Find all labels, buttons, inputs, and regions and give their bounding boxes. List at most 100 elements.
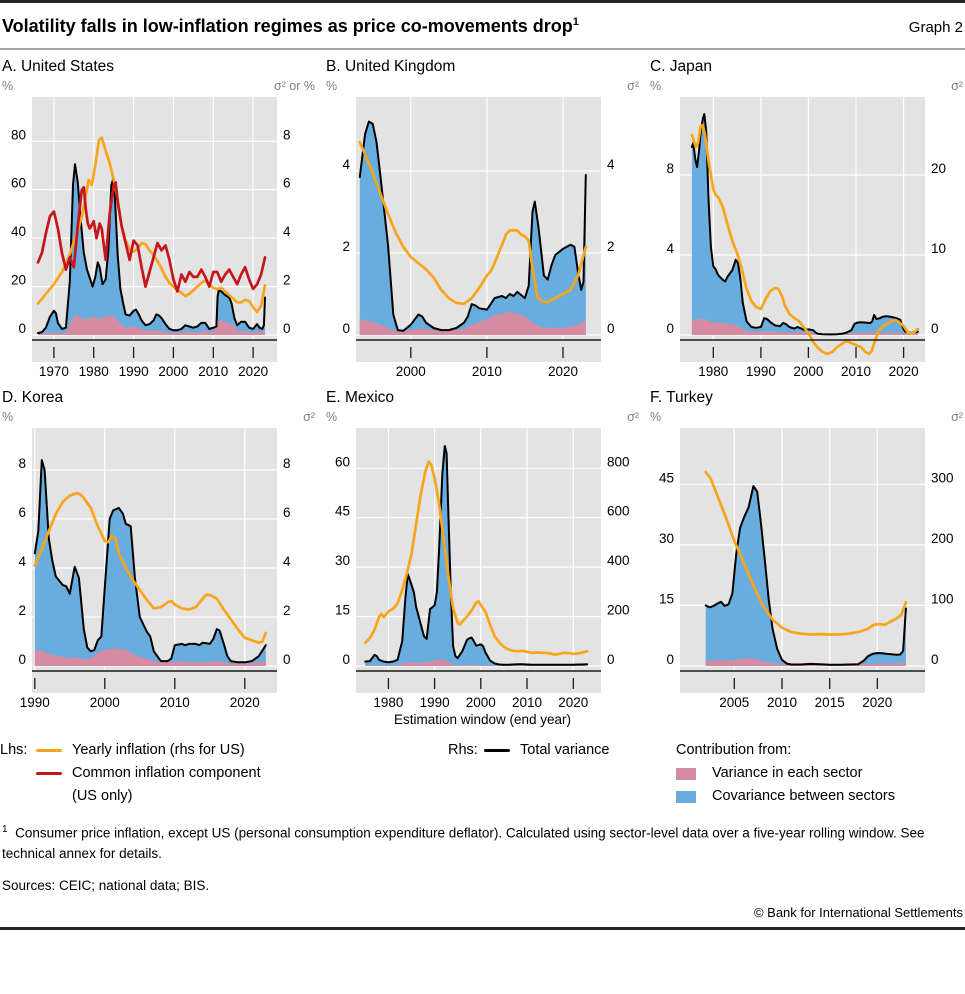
- svg-text:1990: 1990: [746, 364, 776, 379]
- covariance-area: [705, 486, 906, 666]
- svg-text:300: 300: [931, 470, 954, 485]
- legend: Lhs: Yearly inflation (rhs for US) Commo…: [0, 739, 965, 808]
- svg-text:4: 4: [342, 157, 350, 172]
- svg-text:2020: 2020: [548, 364, 578, 379]
- svg-text:2000: 2000: [158, 364, 188, 379]
- covariance-area-swatch: [676, 790, 696, 803]
- svg-text:0: 0: [342, 652, 350, 667]
- total-variance-line: [358, 120, 587, 332]
- chart-svg-1: 2000 2010 2020 0 2 4 0 2 4% σ²: [326, 79, 639, 379]
- panel-title: A. United States: [2, 58, 115, 75]
- panel-b-united-kingdom: B. United Kingdom 2000 2010 2020 0 2 4 0 2 4% σ²: [324, 58, 641, 379]
- total-variance-line: [704, 485, 907, 666]
- panel-chart: 1980 1990 2000 2010 2020 0 4 8 0 10 20% σ²: [648, 77, 965, 379]
- legend-rhs-group: Rhs: Total variance: [448, 739, 676, 808]
- header-separator: [0, 48, 965, 50]
- unit-label-right: σ²: [303, 410, 315, 424]
- svg-text:2000: 2000: [90, 695, 120, 710]
- svg-text:30: 30: [659, 531, 674, 546]
- panel-d-korea: D. Korea 1990 2000 2010 2020 0 2 4 6 8 0 2 4 6 8% σ²: [0, 389, 317, 710]
- total-variance-line-swatch: [484, 749, 510, 752]
- panel-title: E. Mexico: [326, 389, 395, 406]
- panel-a-united-states: A. United States 1970 1980 1990 2000 2010 202…: [0, 58, 317, 379]
- variance-area: [34, 648, 266, 666]
- total-variance-line: [690, 113, 919, 336]
- svg-text:8: 8: [666, 161, 674, 176]
- svg-text:2: 2: [283, 273, 291, 288]
- x-tick-marks: [733, 678, 878, 689]
- svg-text:0: 0: [666, 321, 674, 336]
- y-tick-labels-left: 0 2 4 6 8: [18, 456, 26, 667]
- chart-svg-5: 2005 2010 2015 2020 0 15 30 45 0 100 200 300% σ²: [650, 410, 963, 710]
- y-tick-labels-left: 0 2 4: [342, 157, 350, 336]
- svg-text:8: 8: [283, 127, 291, 142]
- x-tick-marks: [410, 347, 564, 358]
- yearly-inflation-label: Yearly inflation (rhs for US): [72, 742, 245, 758]
- covariance-area: [34, 460, 266, 666]
- legend-rhs-label: Rhs:: [448, 742, 478, 758]
- svg-text:2010: 2010: [841, 364, 871, 379]
- variance-area-swatch: [676, 767, 696, 780]
- contribution-heading: Contribution from:: [676, 742, 792, 758]
- footnote-text: Consumer price inflation, except US (per…: [2, 825, 925, 862]
- svg-text:2010: 2010: [160, 695, 190, 710]
- yearly-inflation-line: [33, 491, 268, 645]
- panel-chart: 1970 1980 1990 2000 2010 2020 0 20 40 60 80 0 2 4 6 8% σ…: [0, 77, 317, 379]
- svg-text:20: 20: [931, 161, 946, 176]
- svg-text:2020: 2020: [230, 695, 260, 710]
- svg-text:2: 2: [18, 603, 26, 618]
- variance-area: [365, 659, 588, 666]
- x-tick-marks: [387, 678, 574, 689]
- svg-text:6: 6: [283, 505, 291, 520]
- x-tick-labels: 1980 1990 2000 2010 2020: [698, 364, 918, 379]
- total-variance-swatch-cell: [484, 749, 520, 752]
- legend-lhs-label: Lhs:: [0, 742, 28, 758]
- total-variance-line: [364, 445, 589, 666]
- svg-text:8: 8: [283, 456, 291, 471]
- unit-label-right: σ²: [627, 410, 639, 424]
- sources-line: Sources: CEIC; national data; BIS.: [2, 878, 210, 894]
- chart-svg-2: 1980 1990 2000 2010 2020 0 4 8 0 10 20% σ²: [650, 79, 963, 379]
- y-tick-labels-left: 0 15 30 45: [659, 470, 674, 667]
- y-tick-labels-right: 0 200 400 600 800: [607, 454, 630, 667]
- copyright-line: © Bank for International Settlements: [753, 905, 963, 921]
- svg-text:40: 40: [11, 224, 26, 239]
- svg-text:60: 60: [335, 454, 350, 469]
- svg-text:0: 0: [607, 652, 615, 667]
- svg-text:15: 15: [659, 591, 674, 606]
- unit-label-left: %: [650, 410, 661, 424]
- x-tick-labels: 1990 2000 2010 2020: [20, 695, 260, 710]
- total-variance-line: [33, 459, 267, 664]
- svg-text:2020: 2020: [558, 695, 588, 710]
- total-variance-line: [37, 163, 266, 335]
- svg-text:200: 200: [607, 603, 630, 618]
- y-tick-labels-left: 0 4 8: [666, 161, 674, 336]
- unit-label-right: σ²: [951, 410, 963, 424]
- svg-text:2: 2: [283, 603, 291, 618]
- svg-text:15: 15: [335, 603, 350, 618]
- svg-text:2020: 2020: [238, 364, 268, 379]
- variance-area: [705, 658, 906, 666]
- svg-text:400: 400: [607, 553, 630, 568]
- top-rule: [0, 0, 965, 3]
- x-tick-marks: [34, 678, 246, 689]
- svg-text:2: 2: [607, 239, 615, 254]
- svg-text:1980: 1980: [373, 695, 403, 710]
- svg-text:2010: 2010: [512, 695, 542, 710]
- x-axis-label: Estimation window (end year): [393, 712, 572, 727]
- common-inflation-line: [36, 181, 267, 293]
- unit-label-right: σ²: [627, 79, 639, 93]
- svg-text:45: 45: [335, 504, 350, 519]
- total-variance-label: Total variance: [520, 742, 610, 758]
- covariance-label: Covariance between sectors: [712, 788, 895, 804]
- panel-f-turkey: F. Turkey 2005 2010 2015 2020 0 15 30 45 0 100 200…: [648, 389, 965, 710]
- svg-text:2020: 2020: [889, 364, 919, 379]
- x-tick-marks: [53, 347, 254, 358]
- svg-text:2010: 2010: [472, 364, 502, 379]
- yearly-inflation-line: [363, 460, 589, 656]
- unit-label-right: σ² or %: [274, 79, 315, 93]
- legend-lhs-group: Lhs: Yearly inflation (rhs for US) Commo…: [0, 739, 448, 808]
- common-inflation-label: Common inflation component: [72, 765, 261, 781]
- svg-text:45: 45: [659, 470, 674, 485]
- unit-label-left: %: [2, 410, 13, 424]
